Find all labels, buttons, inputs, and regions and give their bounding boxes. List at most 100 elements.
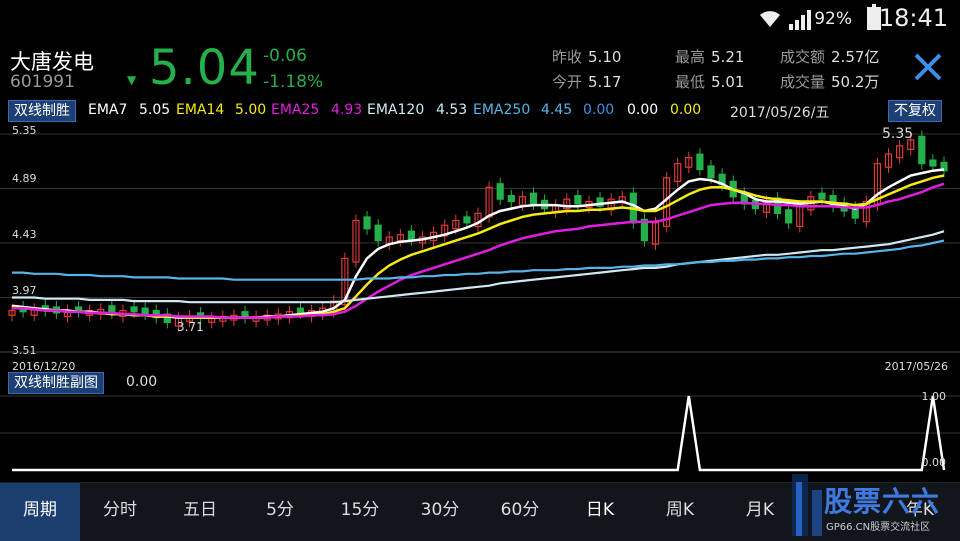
prev-close-value: 5.10: [588, 48, 622, 66]
ema-line-ema7: [11, 168, 945, 319]
tab-15min[interactable]: 15分: [340, 500, 380, 520]
signal-icon: [789, 10, 811, 30]
high-annotation: 5.35: [882, 126, 914, 142]
status-bar: 92% 18:41: [0, 0, 960, 38]
tab-60min[interactable]: 60分: [500, 500, 540, 520]
candle-body: [884, 153, 893, 168]
high-value: 5.21: [711, 48, 745, 66]
candle-body: [141, 307, 149, 315]
wifi-icon: [760, 11, 780, 27]
watermark-subtitle: GP66.CN股票交流社区: [826, 522, 931, 533]
candle-body: [463, 216, 471, 224]
candle-body: [918, 135, 926, 165]
candle-body: [696, 153, 704, 171]
extra-value-2: 0.00: [627, 102, 659, 118]
candle-body: [862, 200, 870, 223]
tab-year-k[interactable]: 年K: [905, 500, 935, 520]
candle-body: [640, 218, 649, 242]
quote-prev-close: 昨收 5.10: [552, 46, 621, 67]
tab-week-k[interactable]: 周K: [665, 500, 695, 520]
volume-value: 50.2万: [831, 73, 880, 91]
y-tick-1: 5.35: [12, 124, 37, 137]
sub-chart-svg: [0, 395, 960, 472]
sub-y-tick-top: 1.00: [921, 390, 947, 403]
close-icon[interactable]: [912, 50, 944, 84]
period-button[interactable]: 周期: [0, 483, 80, 541]
ema-line-ema250: [12, 239, 945, 281]
x-end-date: 2017/05/26: [884, 360, 948, 373]
extra-value-1: 0.00: [583, 102, 615, 118]
watermark-logo: [792, 474, 822, 536]
tab-30min[interactable]: 30分: [420, 500, 460, 520]
candle-body: [374, 224, 382, 242]
candle-body: [363, 216, 371, 230]
candle-body: [896, 145, 904, 159]
candle-body: [674, 163, 682, 182]
stock-price: 5.04: [149, 40, 260, 96]
ema-line-ema25: [12, 182, 945, 319]
high-label: 最高: [675, 48, 706, 66]
amount-label: 成交额: [780, 48, 826, 66]
cursor-date: 2017/05/26/五: [730, 105, 830, 121]
open-value: 5.17: [588, 73, 622, 91]
quote-amount: 成交额 2.57亿: [780, 46, 879, 67]
quote-low: 最低 5.01: [675, 71, 744, 92]
candle-body: [296, 307, 305, 314]
ema-line-ema14: [11, 174, 945, 319]
candle-body: [496, 183, 504, 200]
candle-body: [563, 198, 571, 210]
ema25-label: EMA25: [271, 102, 320, 118]
tab-5min[interactable]: 5分: [266, 500, 294, 520]
ema14-value: 5.00: [235, 102, 267, 118]
low-label: 最低: [675, 73, 706, 91]
down-arrow-icon: ▼: [127, 73, 137, 87]
y-tick-3: 4.43: [12, 228, 37, 241]
watermark-title: 股票六六: [824, 485, 941, 518]
candle-body: [596, 197, 604, 207]
indicator-selector[interactable]: 双线制胜: [8, 100, 76, 122]
extra-value-3: 0.00: [670, 102, 702, 118]
tab-day-k[interactable]: 日K: [585, 500, 615, 520]
ema7-label: EMA7: [88, 102, 128, 118]
sub-indicator-line: [12, 395, 946, 472]
ema250-label: EMA250: [473, 102, 531, 118]
sub-indicator-selector[interactable]: 双线制胜副图: [8, 372, 104, 394]
candle-body: [529, 192, 538, 205]
adjust-button[interactable]: 不复权: [888, 100, 942, 122]
ema7-value: 5.05: [139, 102, 171, 118]
tab-five-day[interactable]: 五日: [183, 500, 217, 520]
stock-name: 大唐发电: [10, 50, 94, 74]
candle-body: [707, 165, 715, 179]
low-annotation: 3.71: [177, 320, 204, 334]
y-tick-4: 3.97: [12, 284, 37, 297]
price-change-pct: -1.18%: [263, 72, 324, 92]
quote-high: 最高 5.21: [675, 46, 744, 67]
stock-header: 大唐发电 601991 ▼ 5.04 -0.06 -1.18% 昨收 5.10 今…: [0, 38, 960, 98]
sub-chart[interactable]: 1.00 0.00: [0, 390, 960, 476]
price-change: -0.06: [263, 46, 307, 66]
candle-body: [8, 309, 16, 316]
candle-body: [818, 192, 826, 200]
ema250-value: 4.45: [541, 102, 573, 118]
x-start-date: 2016/12/20: [12, 360, 76, 373]
sub-y-tick-bottom: 0.00: [921, 456, 947, 469]
candle-body: [785, 209, 793, 224]
candle-body: [352, 219, 360, 263]
candle-body: [929, 159, 937, 167]
candle-body: [685, 157, 693, 168]
quote-open: 今开 5.17: [552, 71, 621, 92]
volume-label: 成交量: [780, 73, 826, 91]
sub-indicator-value: 0.00: [126, 374, 158, 390]
kline-svg: [0, 130, 960, 353]
clock: 18:41: [878, 4, 948, 32]
candle-body: [574, 195, 582, 205]
indicator-bar: 双线制胜 EMA7 5.05 EMA14 5.00 EMA25 4.93 EMA…: [0, 98, 960, 124]
tab-fenshi[interactable]: 分时: [103, 500, 137, 520]
kline-chart[interactable]: 5.35 4.89 4.43 3.97 3.51 2016/12/20 2017…: [0, 124, 960, 374]
prev-close-label: 昨收: [552, 48, 583, 66]
tab-month-k[interactable]: 月K: [745, 500, 775, 520]
sub-indicator-bar: 双线制胜副图 0.00: [0, 372, 960, 394]
stock-code: 601991: [10, 72, 75, 92]
low-value: 5.01: [711, 73, 745, 91]
battery-percent: 92%: [814, 9, 852, 29]
